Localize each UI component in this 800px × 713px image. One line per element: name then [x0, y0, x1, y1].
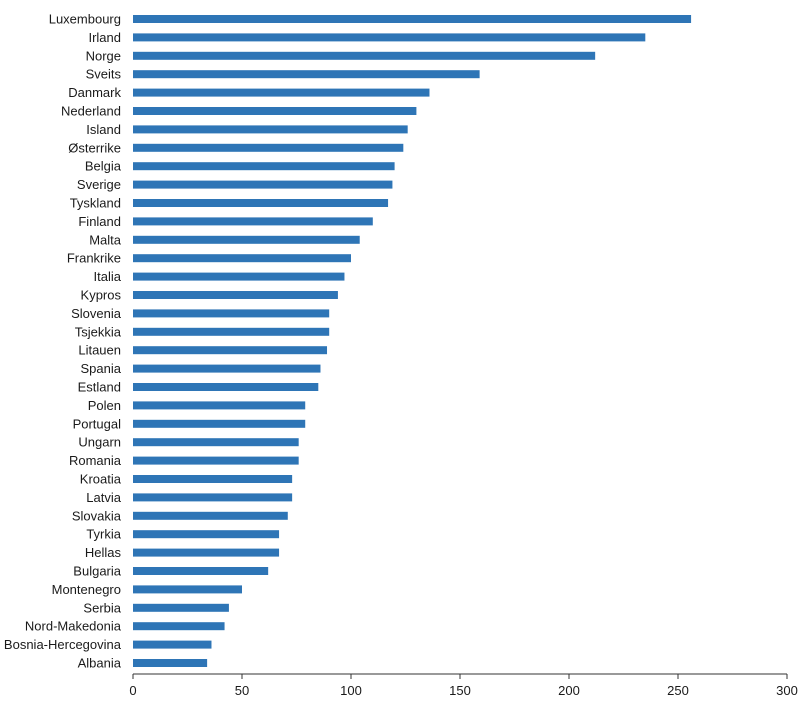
bar: [133, 291, 338, 299]
bar: [133, 603, 229, 612]
category-label: Norge: [86, 48, 121, 63]
category-label: Polen: [88, 398, 121, 413]
bar: [133, 438, 299, 447]
bar: [133, 162, 395, 171]
category-label: Nederland: [61, 104, 121, 119]
bar: [133, 272, 345, 281]
category-label: Latvia: [86, 490, 121, 505]
bar: [133, 456, 299, 465]
bar: [133, 511, 288, 520]
bar: [133, 622, 225, 631]
category-label: Belgia: [85, 159, 122, 174]
x-tick-label: 200: [558, 683, 580, 698]
category-label: Kroatia: [80, 472, 122, 487]
bar: [133, 235, 360, 244]
bar: [133, 383, 319, 391]
bar: [133, 659, 208, 667]
category-label: Tyskland: [70, 196, 121, 211]
category-label: Albania: [78, 656, 122, 671]
category-label: Island: [86, 122, 121, 137]
x-tick-label: 50: [235, 683, 249, 698]
bar: [133, 475, 293, 483]
bar: [133, 364, 321, 373]
category-label: Serbia: [83, 600, 121, 615]
bar: [133, 88, 430, 97]
bar: [133, 33, 646, 42]
bar: [133, 585, 242, 594]
bar: [133, 567, 269, 575]
bar: [133, 530, 280, 539]
category-label: Ungarn: [78, 435, 121, 450]
category-label: Sveits: [86, 67, 122, 82]
category-label: Irland: [88, 30, 121, 45]
x-tick-label: 250: [667, 683, 689, 698]
bar: [133, 493, 293, 502]
bar: [133, 199, 389, 207]
category-label: Hellas: [85, 545, 122, 560]
category-label: Slovakia: [72, 508, 122, 523]
category-label: Tsjekkia: [75, 324, 122, 339]
x-axis: 0 50 100 150 200 250 300: [129, 673, 798, 698]
category-label: Danmark: [68, 85, 121, 100]
category-label: Finland: [78, 214, 121, 229]
bar: [133, 180, 393, 189]
bar: [133, 327, 330, 336]
category-label: Kypros: [81, 288, 122, 303]
category-label: Spania: [81, 361, 122, 376]
bars-group: [133, 15, 692, 667]
bar: [133, 15, 692, 23]
category-label: Slovenia: [71, 306, 122, 321]
x-tick-label: 300: [776, 683, 798, 698]
category-label: Portugal: [73, 416, 122, 431]
bar: [133, 346, 328, 355]
x-tick-label: 150: [449, 683, 471, 698]
bar: [133, 125, 408, 134]
bar: [133, 254, 351, 263]
bar: [133, 419, 306, 428]
category-label: Frankrike: [67, 251, 121, 266]
x-tick-label: 100: [340, 683, 362, 698]
category-label: Østerrike: [68, 140, 121, 155]
bar: [133, 107, 417, 115]
category-label: Sverige: [77, 177, 121, 192]
category-label: Litauen: [78, 343, 121, 358]
x-tick-label: 0: [129, 683, 136, 698]
bar: [133, 640, 212, 649]
category-label: Luxembourg: [49, 12, 121, 27]
category-label: Tyrkia: [86, 527, 121, 542]
category-label: Bosnia-Hercegovina: [4, 637, 122, 652]
bar: [133, 143, 404, 152]
category-label: Italia: [94, 269, 122, 284]
category-label: Nord-Makedonia: [25, 619, 122, 634]
bar: [133, 401, 306, 410]
bar: [133, 51, 596, 60]
category-label: Estland: [78, 380, 121, 395]
bar: [133, 548, 280, 557]
category-label: Malta: [89, 232, 122, 247]
bar: [133, 217, 373, 226]
category-label: Romania: [69, 453, 122, 468]
category-label: Bulgaria: [73, 564, 121, 579]
category-label: Montenegro: [52, 582, 121, 597]
bar: [133, 70, 480, 79]
category-labels: Luxembourg Irland Norge Sveits Danmark Nederl…: [4, 12, 122, 671]
bar: [133, 309, 330, 318]
